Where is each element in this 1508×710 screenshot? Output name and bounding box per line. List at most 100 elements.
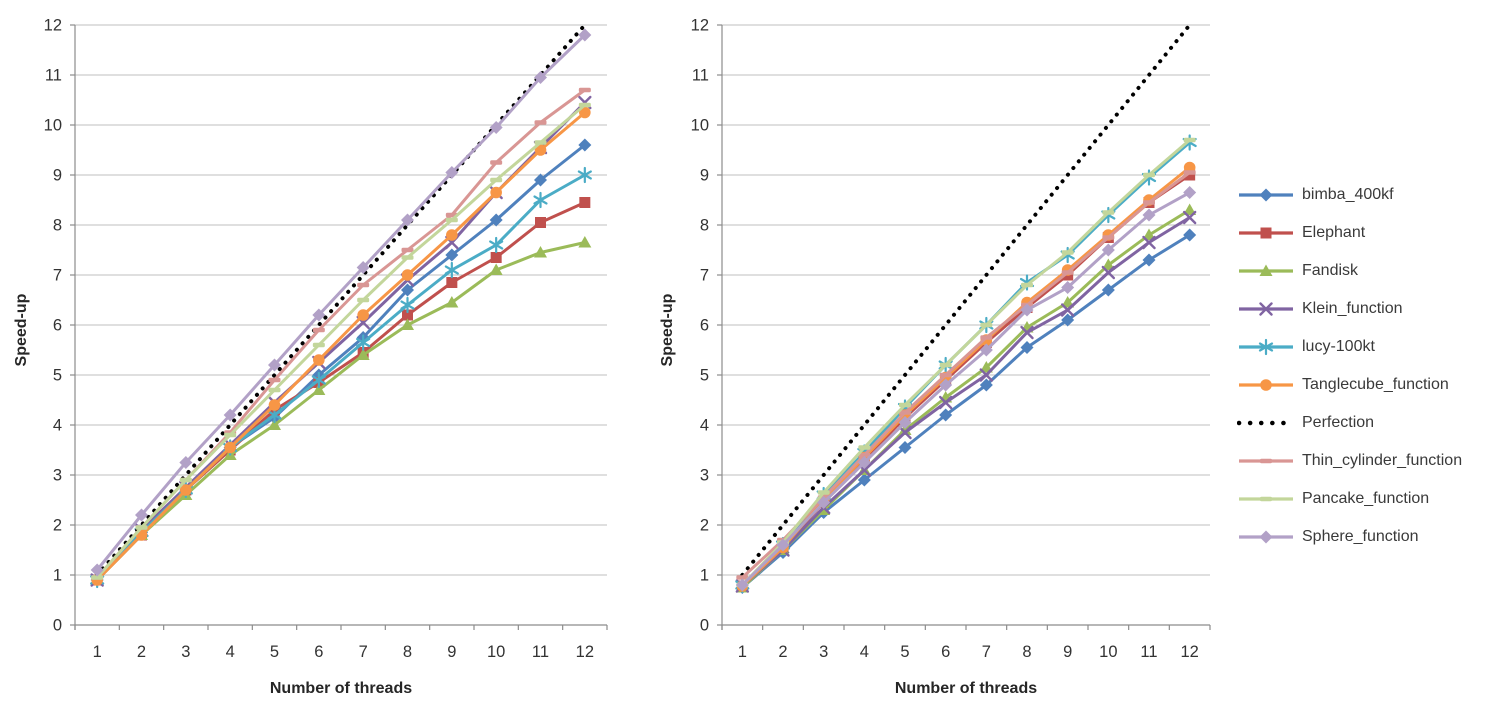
legend-item-Sphere_function: Sphere_function bbox=[1237, 518, 1462, 556]
series-Sphere_function bbox=[90, 28, 592, 577]
svg-text:2: 2 bbox=[778, 643, 787, 661]
series-Perfection bbox=[740, 23, 1192, 577]
legend-swatch-square-icon bbox=[1239, 227, 1293, 239]
svg-text:11: 11 bbox=[692, 67, 709, 85]
svg-text:10: 10 bbox=[691, 117, 709, 135]
legend-swatch-dotted-line-icon bbox=[1237, 420, 1295, 426]
legend-swatch-dash-icon bbox=[1239, 496, 1293, 502]
svg-text:8: 8 bbox=[403, 643, 412, 661]
svg-text:0: 0 bbox=[700, 617, 709, 635]
legend-label: bimba_400kf bbox=[1302, 186, 1394, 203]
svg-text:3: 3 bbox=[181, 643, 190, 661]
legend-label: Perfection bbox=[1302, 414, 1375, 431]
svg-text:9: 9 bbox=[447, 643, 456, 661]
axes bbox=[717, 24, 1211, 630]
axes bbox=[70, 24, 608, 630]
svg-text:4: 4 bbox=[226, 643, 235, 661]
legend-item-Thin_cylinder_function: Thin_cylinder_function bbox=[1237, 442, 1462, 480]
svg-text:5: 5 bbox=[270, 643, 279, 661]
svg-text:5: 5 bbox=[700, 367, 709, 385]
svg-text:9: 9 bbox=[700, 167, 709, 185]
svg-text:12: 12 bbox=[576, 643, 594, 661]
svg-text:8: 8 bbox=[53, 217, 62, 235]
right-y-axis-title: Speed-up bbox=[659, 293, 676, 367]
series-bimba_400kf bbox=[735, 228, 1197, 594]
svg-text:11: 11 bbox=[1140, 643, 1157, 661]
left-y-axis-title: Speed-up bbox=[13, 293, 30, 367]
series-lucy-100kt bbox=[90, 166, 592, 589]
left-x-axis-title: Number of threads bbox=[269, 680, 413, 697]
svg-text:5: 5 bbox=[53, 367, 62, 385]
svg-text:7: 7 bbox=[982, 643, 991, 661]
legend-label: Fandisk bbox=[1302, 262, 1359, 279]
series-Pancake_function bbox=[91, 102, 591, 580]
svg-text:4: 4 bbox=[700, 417, 709, 435]
legend-label: Sphere_function bbox=[1302, 528, 1419, 545]
legend-item-Klein_function: Klein_function bbox=[1237, 290, 1462, 328]
svg-text:6: 6 bbox=[941, 643, 950, 661]
svg-text:11: 11 bbox=[45, 67, 62, 85]
svg-text:6: 6 bbox=[314, 643, 323, 661]
svg-text:2: 2 bbox=[700, 517, 709, 535]
right-x-axis-title: Number of threads bbox=[894, 680, 1038, 697]
svg-text:0: 0 bbox=[53, 617, 62, 635]
svg-text:10: 10 bbox=[44, 117, 62, 135]
series-Fandisk bbox=[90, 236, 592, 585]
legend-label: Elephant bbox=[1302, 224, 1366, 241]
legend-item-Elephant: Elephant bbox=[1237, 214, 1462, 252]
svg-text:4: 4 bbox=[860, 643, 869, 661]
svg-text:4: 4 bbox=[53, 417, 62, 435]
legend-swatch-x-icon bbox=[1239, 302, 1293, 316]
legend-item-Fandisk: Fandisk bbox=[1237, 252, 1462, 290]
svg-text:1: 1 bbox=[53, 567, 62, 585]
svg-text:6: 6 bbox=[53, 317, 62, 335]
legend-item-lucy-100kt: lucy-100kt bbox=[1237, 328, 1462, 366]
legend-label: Thin_cylinder_function bbox=[1302, 452, 1463, 469]
svg-text:8: 8 bbox=[1022, 643, 1031, 661]
x-axis-tick-labels: 1 2 3 4 5 6 7 8 9 10 11 12 bbox=[93, 643, 594, 661]
series-Elephant bbox=[91, 197, 591, 586]
x-axis-tick-labels: 1 2 3 4 5 6 7 8 9 10 11 12 bbox=[738, 643, 1199, 661]
svg-text:8: 8 bbox=[700, 217, 709, 235]
legend-label: Klein_function bbox=[1302, 300, 1403, 317]
legend-item-Tanglecube_function: Tanglecube_function bbox=[1237, 366, 1462, 404]
legend-label: Tanglecube_function bbox=[1302, 376, 1449, 393]
svg-text:3: 3 bbox=[700, 467, 709, 485]
legend-swatch-diamond-icon bbox=[1239, 188, 1293, 202]
svg-text:7: 7 bbox=[359, 643, 368, 661]
legend-item-bimba_400kf: bimba_400kf bbox=[1237, 176, 1462, 214]
svg-text:7: 7 bbox=[700, 267, 709, 285]
series-Perfection bbox=[95, 23, 587, 577]
legend-swatch-circle-icon bbox=[1239, 379, 1293, 391]
legend-swatch-triangle-icon bbox=[1239, 264, 1293, 276]
legend-label: Pancake_function bbox=[1302, 490, 1430, 507]
legend-item-Perfection: Perfection bbox=[1237, 404, 1462, 442]
legend-label: lucy-100kt bbox=[1302, 338, 1375, 355]
svg-text:10: 10 bbox=[1099, 643, 1117, 661]
series-Sphere_function bbox=[735, 186, 1197, 592]
svg-text:3: 3 bbox=[53, 467, 62, 485]
svg-text:9: 9 bbox=[53, 167, 62, 185]
legend-swatch-asterisk-icon bbox=[1239, 338, 1293, 356]
chart-legend: bimba_400kf Elephant Fandisk Klein_function… bbox=[1237, 176, 1462, 556]
svg-text:7: 7 bbox=[53, 267, 62, 285]
svg-text:11: 11 bbox=[532, 643, 549, 661]
legend-swatch-dash-icon bbox=[1239, 458, 1293, 464]
svg-text:10: 10 bbox=[487, 643, 505, 661]
svg-text:12: 12 bbox=[691, 17, 709, 35]
svg-text:2: 2 bbox=[137, 643, 146, 661]
svg-text:1: 1 bbox=[700, 567, 709, 585]
svg-text:5: 5 bbox=[900, 643, 909, 661]
legend-item-Pancake_function: Pancake_function bbox=[1237, 480, 1462, 518]
gridlines bbox=[722, 24, 1210, 576]
svg-text:12: 12 bbox=[1180, 643, 1198, 661]
svg-text:1: 1 bbox=[738, 643, 747, 661]
svg-text:3: 3 bbox=[819, 643, 828, 661]
svg-text:12: 12 bbox=[44, 17, 62, 35]
gridlines bbox=[75, 24, 607, 576]
